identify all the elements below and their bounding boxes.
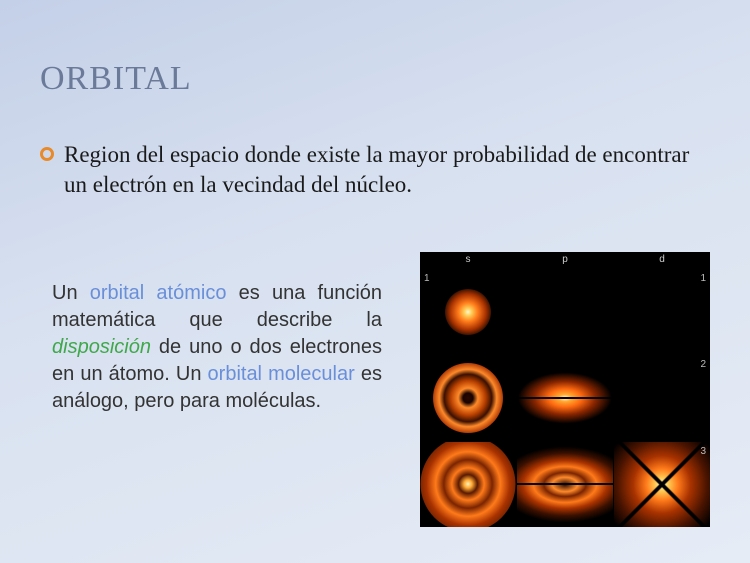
- orbital-figure: s p d 1 1 2 3: [420, 252, 710, 527]
- col-label-s: s: [420, 252, 516, 268]
- bullet-text: Region del espacio donde existe la mayor…: [64, 140, 710, 200]
- highlight-orbital-atomico: orbital atómico: [90, 282, 227, 304]
- row-num-2: 2: [700, 359, 706, 370]
- orbital-cell-1p-empty: [517, 269, 613, 354]
- row-num-3: 3: [700, 446, 706, 457]
- orbital-cell-2p: [517, 355, 613, 440]
- orbital-cell-1s: 1: [420, 269, 516, 354]
- body-t1: Un: [52, 282, 90, 304]
- orbital-cell-3d: 3: [614, 442, 710, 527]
- highlight-orbital-molecular: orbital molecular: [208, 363, 355, 385]
- orbital-cell-2s: [420, 355, 516, 440]
- row-num-1: 1: [700, 273, 706, 284]
- orbital-cell-3p: [517, 442, 613, 527]
- orbital-cell-1d-empty: 1: [614, 269, 710, 354]
- col-label-d: d: [614, 252, 710, 268]
- orbital-cell-3s: [420, 442, 516, 527]
- col-label-p: p: [517, 252, 613, 268]
- body-paragraph: Un orbital atómico es una función matemá…: [52, 280, 382, 415]
- orbital-cell-2d-empty: 2: [614, 355, 710, 440]
- main-bullet: Region del espacio donde existe la mayor…: [40, 140, 710, 200]
- bullet-ring-icon: [40, 147, 54, 161]
- slide-title: ORBITAL: [40, 60, 192, 98]
- highlight-disposicion: disposición: [52, 336, 151, 358]
- row-label-1: 1: [424, 273, 430, 284]
